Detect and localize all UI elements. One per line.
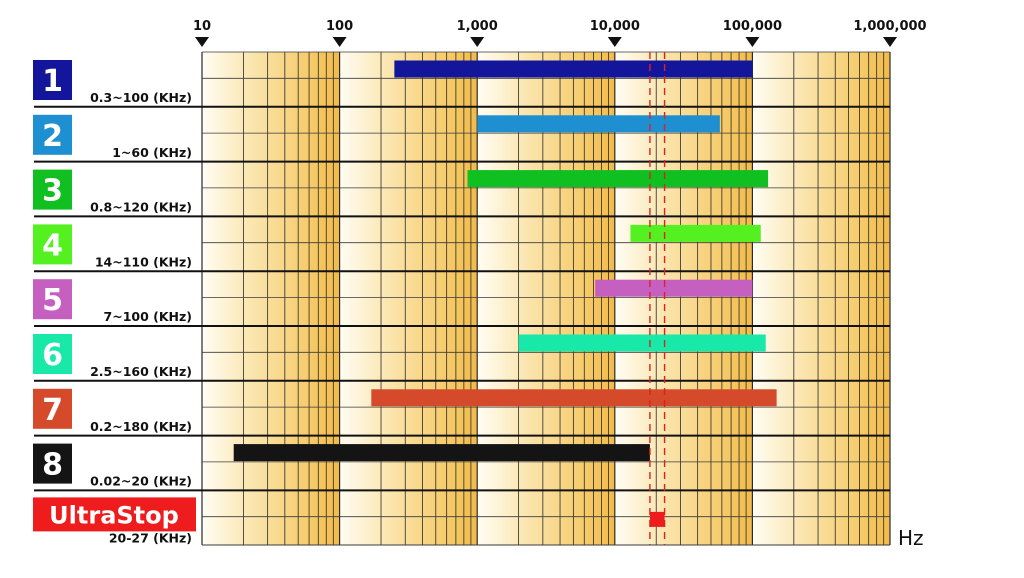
decade-band: [339, 52, 478, 545]
row-badge: [33, 224, 72, 265]
row-labels: 1 0.3~100 (KHz) 2 1~60 (KHz) 3 0.8~120 (KHz) 4…: [33, 60, 196, 545]
range-bar: [518, 334, 766, 352]
grid-lines: [201, 51, 891, 546]
tick-marker: [195, 37, 209, 47]
brand-badge-label: UltraStop: [49, 501, 179, 529]
row-badge-number: 2: [42, 119, 63, 154]
row-separators: [34, 105, 890, 492]
range-bar: [394, 60, 753, 78]
tick-marker: [745, 37, 760, 47]
row-badge: [33, 114, 72, 155]
decade-band: [477, 52, 615, 545]
row-badge-number: 5: [42, 283, 63, 318]
decade-band: [202, 52, 340, 545]
tick-marker: [883, 37, 897, 47]
tick-label: 10,000: [590, 19, 640, 34]
tick-label: 100: [326, 19, 353, 34]
row-range-label: 14~110 (KHz): [95, 254, 192, 269]
row-range-label: 0.02~20 (KHz): [90, 474, 192, 489]
row-range-label: 20-27 (KHz): [109, 530, 192, 545]
range-bar: [595, 279, 753, 297]
decade-band: [614, 52, 753, 545]
row-range-label: 1~60 (KHz): [112, 145, 192, 160]
row-range-label: 0.3~100 (KHz): [90, 90, 192, 105]
row-range-label: 7~100 (KHz): [104, 309, 192, 324]
row-badge: [33, 388, 72, 429]
tick-marker: [470, 37, 485, 47]
range-bar: [649, 511, 665, 527]
tick-label: 1,000: [457, 19, 498, 34]
row-badge-number: 1: [42, 64, 63, 99]
tick-label: 100,000: [723, 19, 782, 34]
range-bar: [630, 224, 761, 242]
decade-band: [752, 52, 890, 545]
row-badge: [33, 334, 72, 374]
tick-marker: [332, 37, 347, 47]
range-bar: [477, 115, 720, 133]
row-range-label: 0.8~120 (KHz): [90, 200, 192, 215]
range-bars: [233, 60, 777, 527]
plot-background: [202, 52, 890, 545]
row-badge: [33, 60, 72, 100]
range-bar: [467, 170, 769, 188]
row-badge: [33, 443, 72, 484]
row-badge-number: 7: [42, 393, 63, 428]
range-bar: [371, 389, 777, 407]
row-badge: [33, 169, 72, 210]
row-badge: [33, 279, 72, 320]
x-unit-label: Hz: [898, 526, 924, 550]
row-badge-number: 8: [42, 448, 63, 483]
tick-marker: [607, 37, 622, 47]
x-axis: 10 100 1,000 10,000 100,000 1,000,000: [193, 19, 927, 47]
brand-badge: [33, 497, 196, 532]
row-range-label: 2.5~160 (KHz): [90, 364, 192, 379]
row-badge-number: 3: [42, 174, 63, 209]
reference-lines: [649, 52, 666, 545]
tick-label: 1,000,000: [853, 19, 926, 34]
row-range-label: 0.2~180 (KHz): [90, 419, 192, 434]
tick-label: 10: [193, 19, 211, 34]
row-badge-number: 4: [42, 228, 63, 263]
row-badge-number: 6: [42, 338, 63, 373]
range-bar: [233, 444, 650, 462]
